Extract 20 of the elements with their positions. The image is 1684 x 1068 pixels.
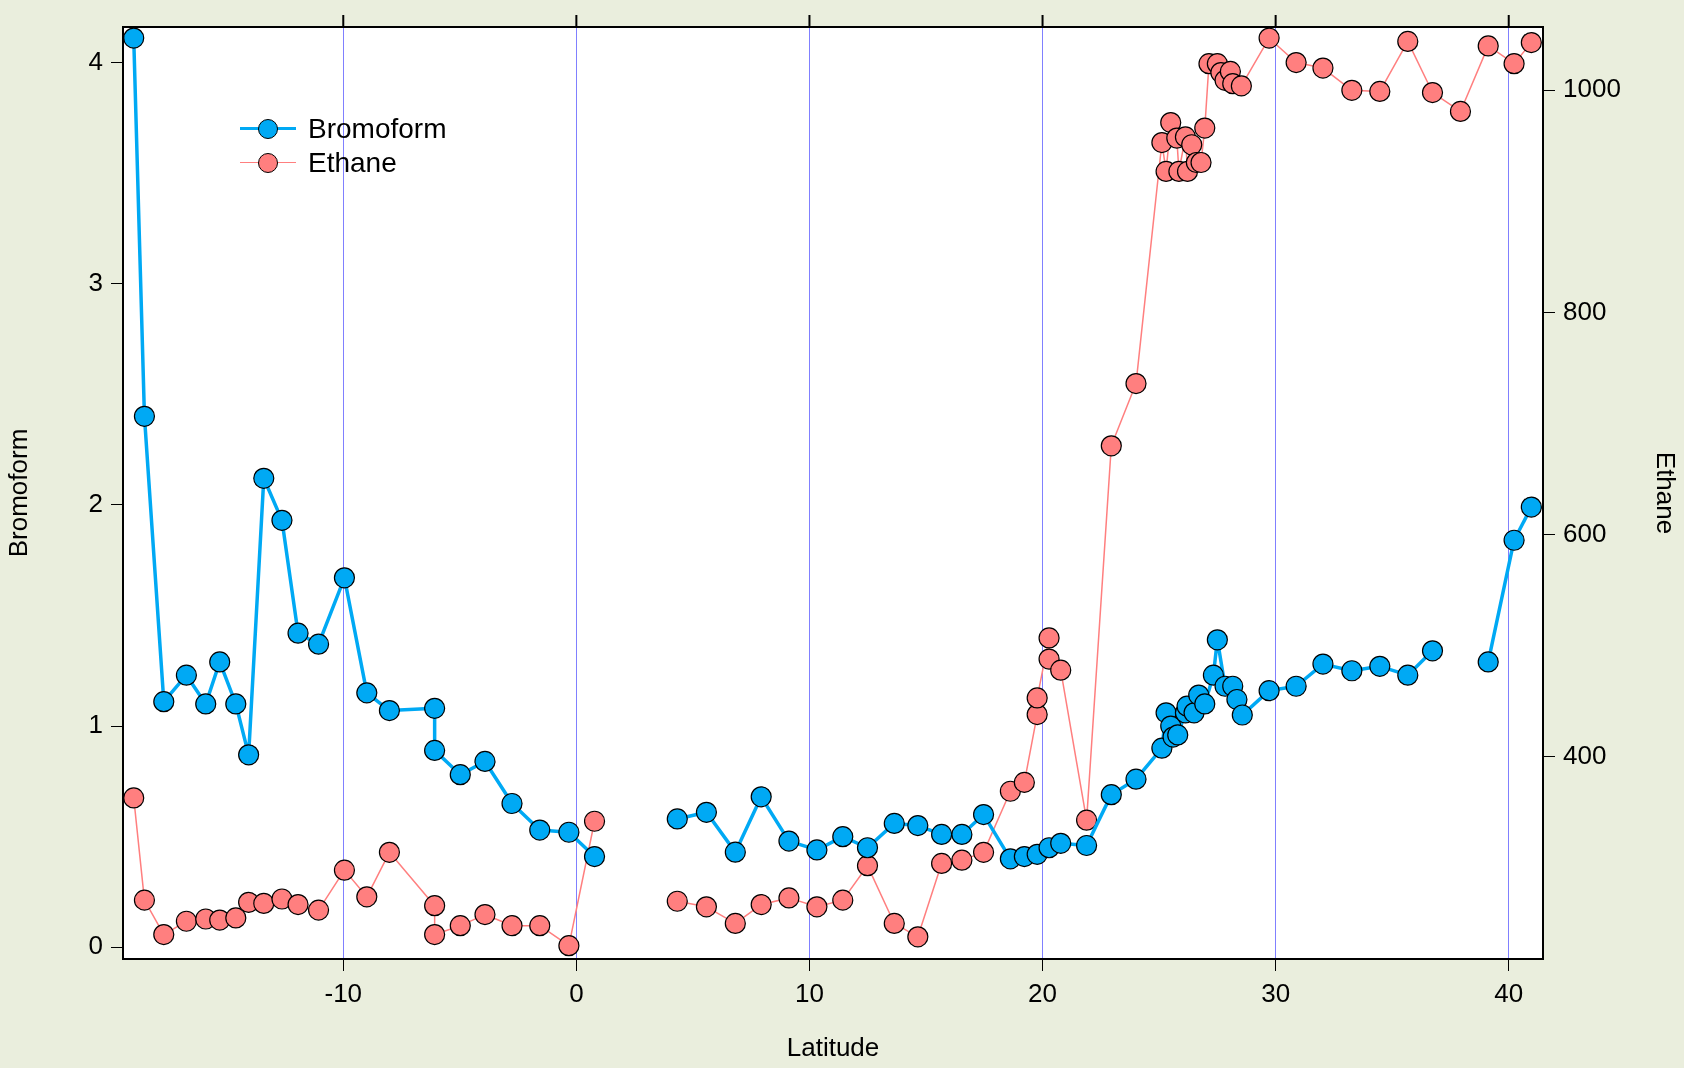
y2-axis-title: Ethane	[1651, 451, 1682, 535]
y-tick-label: 3	[88, 266, 103, 297]
y-tick-label: 1	[88, 709, 103, 740]
y2-tick-label: 600	[1563, 517, 1607, 548]
x-tick-label: 40	[1494, 977, 1524, 1008]
y2-tick-label: 400	[1563, 740, 1607, 770]
x-tick-label: 20	[1028, 977, 1058, 1008]
y-tick-label: 2	[88, 488, 103, 519]
y2-tick-label: 1000	[1563, 73, 1621, 104]
y-tick-label: 0	[88, 930, 103, 961]
y-tick-label: 4	[88, 45, 103, 76]
legend-label: Ethane	[308, 147, 397, 179]
x-axis-title: Latitude	[786, 1031, 880, 1062]
x-tick-label: -10	[324, 977, 363, 1008]
legend-label: Bromoform	[308, 113, 447, 145]
x-tick-label: 10	[795, 977, 824, 1008]
x-tick-label: 0	[569, 977, 584, 1008]
y2-tick-label: 800	[1563, 295, 1607, 326]
x-tick-label: 30	[1261, 977, 1291, 1008]
y-axis-title: Bromoform	[2, 428, 33, 558]
